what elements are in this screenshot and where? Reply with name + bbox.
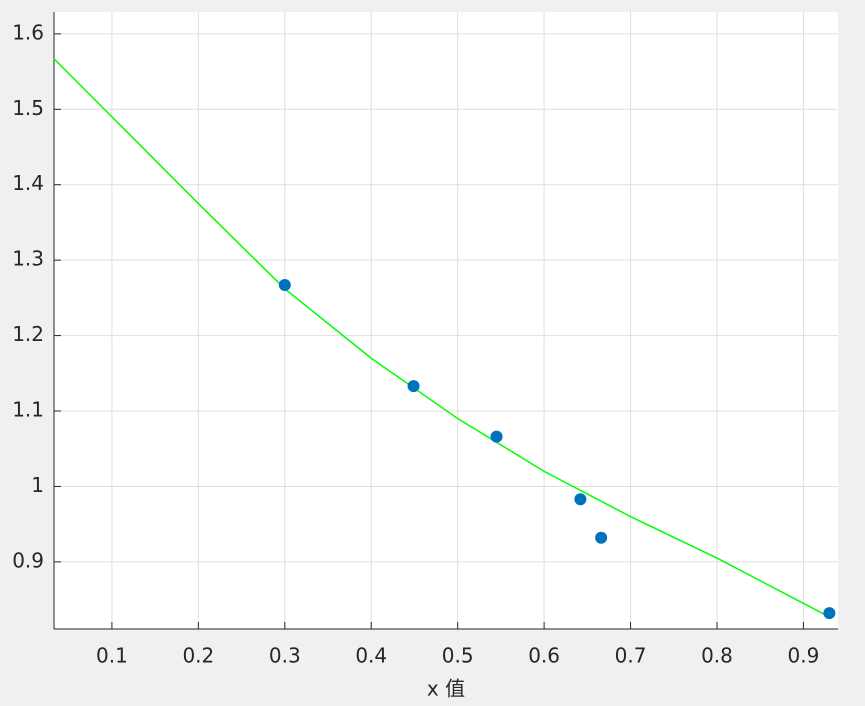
y-tick-label: 1 [31, 473, 44, 497]
y-tick-label: 0.9 [12, 548, 44, 572]
y-tick-label: 1.3 [12, 247, 44, 271]
x-tick-label: 0.7 [615, 644, 647, 668]
data-point [823, 607, 836, 620]
y-tick-label: 1.6 [12, 20, 44, 44]
x-tick-label: 0.1 [96, 644, 128, 668]
data-point [278, 279, 291, 292]
x-tick-label: 0.3 [269, 644, 301, 668]
data-point [595, 531, 608, 544]
y-tick-label: 1.1 [12, 398, 44, 422]
x-tick-label: 0.8 [701, 644, 733, 668]
x-tick-label: 0.5 [442, 644, 474, 668]
plot-area [54, 12, 838, 629]
data-point [574, 493, 587, 506]
data-point [407, 380, 420, 393]
y-tick-label: 1.2 [12, 322, 44, 346]
x-axis-label: x 值 [427, 677, 465, 701]
y-tick-label: 1.5 [12, 96, 44, 120]
x-tick-label: 0.6 [528, 644, 560, 668]
x-tick-label: 0.4 [355, 644, 387, 668]
data-point [490, 430, 503, 443]
y-tick-label: 1.4 [12, 171, 44, 195]
x-tick-label: 0.2 [182, 644, 214, 668]
x-tick-label: 0.9 [788, 644, 820, 668]
